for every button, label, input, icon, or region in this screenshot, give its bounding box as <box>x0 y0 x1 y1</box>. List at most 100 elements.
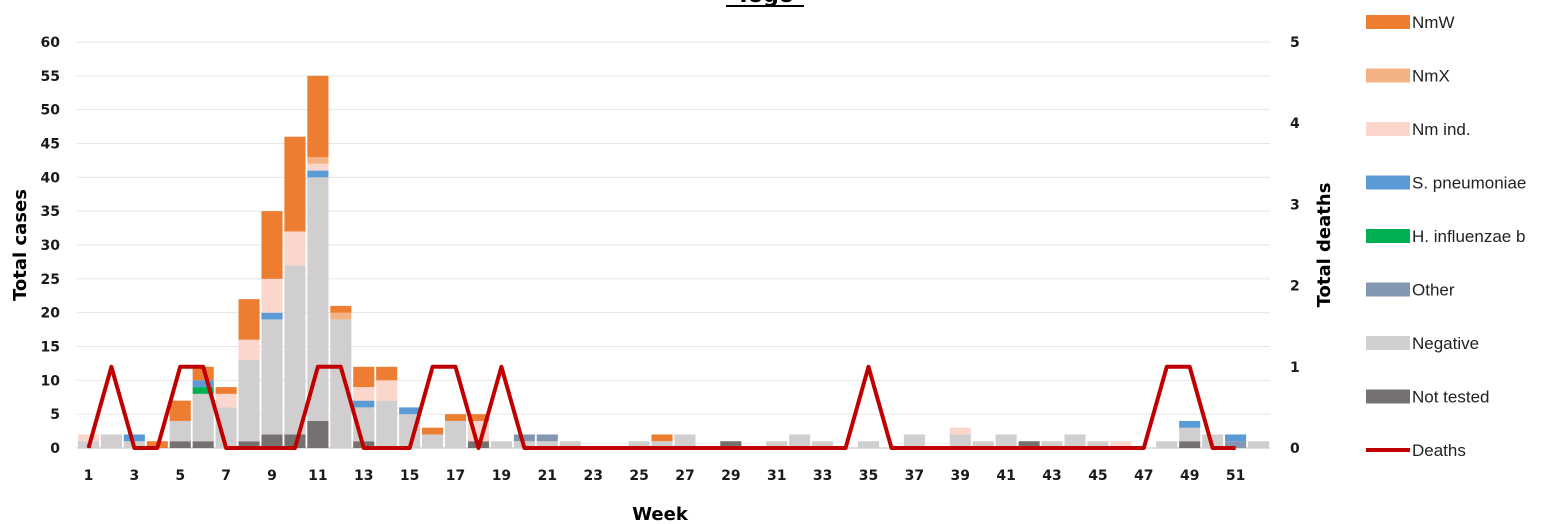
deaths-series-line <box>86 364 1236 450</box>
x-tick-label: 43 <box>1042 468 1061 484</box>
bar-segment <box>284 231 306 266</box>
bar-segment <box>1179 427 1201 442</box>
bar-segment <box>169 400 191 421</box>
bar-segment <box>628 441 650 448</box>
y-tick-label: 35 <box>41 204 60 220</box>
bar-segment <box>1156 441 1178 448</box>
legend-label: Other <box>1412 281 1455 300</box>
x-tick-label: 31 <box>767 468 786 484</box>
y2-tick-label: 4 <box>1290 116 1300 132</box>
legend-label: S. pneumoniae <box>1412 174 1526 193</box>
bar-segment <box>330 319 352 448</box>
bar-segment <box>238 441 260 448</box>
x-tick-label: 3 <box>129 468 139 484</box>
bar-segment <box>261 278 283 313</box>
y-tick-label: 30 <box>41 238 61 254</box>
bar-segment <box>307 177 329 421</box>
bar-segment <box>444 414 467 421</box>
x-tick-label: 41 <box>996 468 1015 484</box>
bar-segment <box>789 434 811 448</box>
bar-segment <box>307 157 329 164</box>
bar-segment <box>192 380 214 388</box>
y-tick-label: 40 <box>41 170 61 186</box>
bar-segment <box>513 434 535 442</box>
bar-segment <box>1225 441 1247 448</box>
bar-segment <box>1179 420 1201 428</box>
bar-segment <box>376 400 398 448</box>
bar-segment <box>444 420 467 448</box>
bar-segment <box>536 434 558 442</box>
y-tick-label: 5 <box>50 407 60 423</box>
bar-segment <box>490 441 512 448</box>
bar-segment <box>215 387 237 394</box>
bar-segment <box>651 441 673 448</box>
bar-segment <box>1041 441 1063 448</box>
bar-segment <box>261 211 283 279</box>
x-tick-label: 37 <box>905 468 924 484</box>
y2-tick-label: 3 <box>1290 197 1300 213</box>
bar-segment <box>857 441 880 448</box>
bar-segment <box>903 434 925 448</box>
y-tick-label: 55 <box>41 69 60 85</box>
bar-segment <box>536 441 558 448</box>
bar-segment <box>284 136 306 232</box>
legend-swatch <box>1366 122 1410 136</box>
y-tick-label: 25 <box>41 272 60 288</box>
legend: NmW NmX Nm ind. S. pneumoniae H. influenzae … <box>1366 13 1526 460</box>
x-tick-label: 21 <box>538 468 557 484</box>
bar-segment <box>1018 441 1040 448</box>
bar-segment <box>422 434 444 448</box>
legend-label: H. influenzae b <box>1412 227 1525 246</box>
bar-segment <box>972 441 994 448</box>
bar-segment <box>674 434 696 448</box>
legend-swatch <box>1366 68 1410 83</box>
legend-swatch <box>1366 175 1410 190</box>
y-tick-label: 15 <box>41 340 60 356</box>
bar-segment <box>720 441 742 448</box>
bar-segment <box>766 441 788 448</box>
y2-tick-label: 2 <box>1290 279 1300 295</box>
bar-segment <box>330 305 352 313</box>
bar-segment <box>261 434 283 448</box>
bar-segment <box>559 441 581 448</box>
bar-segment <box>376 366 398 381</box>
y-axis-title: Total cases <box>10 189 31 301</box>
legend-swatch <box>1366 15 1410 29</box>
x-tick-label: 29 <box>721 468 740 484</box>
x-tick-label: 23 <box>583 468 602 484</box>
legend-label: Not tested <box>1412 388 1490 407</box>
legend-swatch <box>1366 282 1410 297</box>
legend-label: Deaths <box>1412 441 1466 460</box>
x-tick-label: 27 <box>675 468 694 484</box>
bar-segment <box>1110 441 1132 448</box>
bar-segment <box>169 420 191 442</box>
y-tick-label: 0 <box>50 441 60 457</box>
y-tick-label: 10 <box>41 373 61 389</box>
y2-tick-label: 1 <box>1290 360 1300 376</box>
y-tick-label: 50 <box>41 103 61 119</box>
bar-segment <box>467 414 490 421</box>
legend-label: Nm ind. <box>1412 120 1471 139</box>
bar-segment <box>238 299 260 340</box>
bars <box>77 75 1270 448</box>
bar-segment <box>192 393 214 442</box>
bar-segment <box>307 75 329 158</box>
bar-segment <box>307 163 329 171</box>
x-tick-label: 49 <box>1180 468 1199 484</box>
bar-segment <box>353 366 375 388</box>
y2-tick-label: 0 <box>1290 441 1300 457</box>
x-tick-label: 5 <box>175 468 185 484</box>
x-tick-label: 19 <box>492 468 511 484</box>
bar-segment <box>169 441 191 448</box>
x-tick-label: 33 <box>813 468 832 484</box>
bar-segment <box>376 380 398 401</box>
bar-segment <box>1087 441 1109 448</box>
x-tick-label: 17 <box>446 468 465 484</box>
bar-segment <box>1247 441 1270 448</box>
bar-segment <box>812 441 834 448</box>
y-tick-label: 45 <box>41 137 60 153</box>
bar-segment <box>1179 441 1201 448</box>
y2-tick-label: 5 <box>1290 35 1300 51</box>
